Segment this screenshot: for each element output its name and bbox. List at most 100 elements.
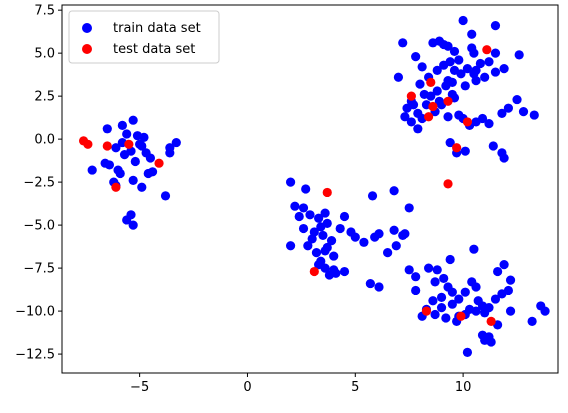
- train-point: [318, 230, 328, 241]
- train-point: [87, 165, 97, 175]
- y-tick-label: 7.5: [34, 4, 55, 19]
- test-point: [111, 182, 121, 192]
- test-point: [406, 91, 416, 101]
- train-point: [443, 112, 453, 122]
- train-point: [447, 287, 457, 297]
- train-point: [467, 43, 477, 53]
- train-point: [104, 160, 115, 170]
- x-axis: −5 0 5 10: [130, 373, 471, 395]
- train-point: [137, 182, 147, 192]
- train-point: [434, 96, 444, 106]
- train-point: [439, 273, 449, 284]
- train-point: [490, 294, 501, 304]
- train-point: [411, 285, 421, 296]
- train-point: [447, 299, 457, 309]
- train-point: [400, 229, 410, 239]
- train-point: [294, 211, 304, 222]
- train-point: [484, 57, 494, 67]
- train-point: [503, 103, 513, 113]
- train-point: [115, 168, 125, 179]
- train-point: [432, 86, 442, 96]
- train-point: [298, 203, 309, 213]
- train-point: [477, 113, 488, 124]
- train-point: [398, 38, 408, 48]
- test-point: [424, 112, 434, 122]
- train-point: [475, 58, 485, 69]
- train-point: [443, 76, 453, 86]
- train-point: [389, 186, 399, 196]
- train-point: [527, 316, 537, 327]
- y-tick-label: −7.5: [23, 262, 55, 277]
- train-point: [486, 337, 496, 347]
- train-point: [307, 234, 317, 244]
- x-tick-label: 10: [455, 380, 472, 395]
- test-point: [309, 266, 319, 277]
- train-point: [462, 64, 473, 74]
- train-points-group: [87, 15, 550, 357]
- train-point: [391, 241, 401, 251]
- train-point: [408, 100, 419, 110]
- train-point: [404, 265, 414, 275]
- legend: train data set test data set: [68, 10, 220, 64]
- train-point: [490, 67, 501, 77]
- train-point: [102, 124, 112, 134]
- train-point: [301, 184, 311, 194]
- train-point: [393, 72, 404, 82]
- train-point: [331, 268, 341, 278]
- train-point: [480, 72, 490, 82]
- train-point: [171, 137, 181, 148]
- train-point: [311, 248, 322, 258]
- train-point: [160, 191, 171, 201]
- train-point: [471, 65, 481, 75]
- train-point: [322, 242, 332, 253]
- train-point: [529, 110, 539, 120]
- train-point: [490, 21, 501, 31]
- train-point: [436, 292, 447, 302]
- train-point: [419, 89, 429, 100]
- train-point: [290, 201, 300, 211]
- train-point: [145, 153, 156, 163]
- train-point: [139, 132, 149, 143]
- train-point: [411, 272, 421, 282]
- train-point: [135, 139, 145, 149]
- train-point: [339, 211, 350, 222]
- test-point: [428, 101, 438, 112]
- train-point: [285, 177, 296, 187]
- train-point: [165, 148, 175, 158]
- train-point: [505, 275, 516, 285]
- legend-marker-test: [82, 44, 92, 54]
- train-point: [439, 39, 449, 50]
- legend-label-test: test data set: [113, 42, 195, 57]
- test-point: [456, 311, 466, 321]
- test-point: [443, 96, 453, 106]
- train-point: [359, 237, 369, 247]
- train-point: [128, 220, 138, 230]
- train-point: [514, 50, 524, 60]
- test-point: [486, 316, 496, 327]
- legend-marker-train: [82, 23, 92, 33]
- train-point: [117, 120, 127, 130]
- train-point: [305, 210, 315, 220]
- train-point: [314, 213, 324, 223]
- test-point: [322, 187, 332, 198]
- train-point: [460, 287, 470, 297]
- train-point: [374, 229, 384, 239]
- test-point: [452, 143, 462, 153]
- train-point: [111, 143, 121, 153]
- train-point: [303, 241, 313, 251]
- train-point: [413, 124, 423, 134]
- train-point: [339, 266, 350, 277]
- train-point: [320, 208, 330, 218]
- test-point: [462, 117, 473, 127]
- train-point: [497, 108, 507, 118]
- train-point: [411, 51, 421, 62]
- y-tick-label: 5.0: [34, 47, 55, 62]
- train-point: [383, 248, 393, 258]
- train-point: [512, 94, 522, 105]
- train-point: [471, 306, 481, 316]
- train-point: [449, 65, 460, 75]
- x-tick-label: −5: [130, 380, 149, 395]
- train-point: [130, 156, 140, 167]
- legend-label-train: train data set: [113, 21, 201, 36]
